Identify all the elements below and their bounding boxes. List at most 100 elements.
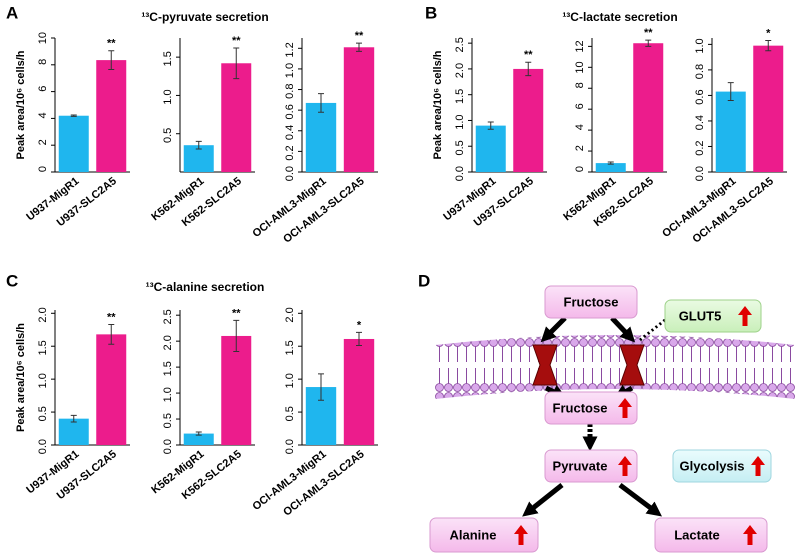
bar xyxy=(305,102,337,172)
y-tick-label: 8 xyxy=(574,82,586,88)
y-tick-label: 10 xyxy=(574,61,586,73)
bar xyxy=(753,45,784,172)
error-bar xyxy=(645,39,652,47)
bar xyxy=(513,68,544,172)
bar xyxy=(715,91,746,172)
y-tick-label: 6 xyxy=(574,103,586,109)
node-box xyxy=(544,285,638,319)
error-bar xyxy=(765,40,772,52)
y-tick-label: 1.0 xyxy=(284,373,296,388)
node-label: Fructose xyxy=(564,294,619,309)
y-tick-label: 1.0 xyxy=(454,114,466,129)
significance: ** xyxy=(232,307,241,319)
bar xyxy=(221,335,252,445)
significance: ** xyxy=(107,311,116,323)
bar xyxy=(183,433,214,445)
bar xyxy=(221,63,252,172)
y-tick-label: 8 xyxy=(37,59,49,65)
node-box xyxy=(672,449,772,483)
error-bar xyxy=(195,140,202,150)
y-tick-label: 6 xyxy=(37,86,49,92)
error-bar xyxy=(108,50,115,70)
bar xyxy=(58,418,89,445)
bar xyxy=(58,115,89,172)
significance: ** xyxy=(107,38,116,50)
y-tick-label: 4 xyxy=(37,112,49,118)
y-axis-label: Peak area/10⁶ cells/h xyxy=(432,50,444,159)
node-box xyxy=(544,449,638,483)
y-tick-label: 2.0 xyxy=(284,307,296,322)
y-tick-label: 0.8 xyxy=(284,84,296,99)
y-tick-label: 0.5 xyxy=(162,128,174,143)
y-tick-label: 0.4 xyxy=(694,115,706,130)
error-bar xyxy=(356,331,362,347)
error-bar xyxy=(356,42,362,52)
node-box xyxy=(654,517,768,553)
node-label: Pyruvate xyxy=(553,458,608,473)
y-tick-label: 12 xyxy=(574,40,586,52)
node-label: GLUT5 xyxy=(679,308,722,323)
arrow xyxy=(610,316,636,343)
y-tick-label: 1.5 xyxy=(454,89,466,104)
y-tick-label: 2 xyxy=(574,145,586,151)
panel-label: B xyxy=(425,3,437,22)
y-tick-label: 2.0 xyxy=(162,335,174,350)
error-bar xyxy=(487,121,494,130)
y-tick-label: 0.0 xyxy=(37,439,49,454)
error-bar xyxy=(233,319,240,353)
y-tick-label: 0.5 xyxy=(162,413,174,428)
y-tick-label: 2.0 xyxy=(37,307,49,322)
node-box xyxy=(429,517,539,553)
y-tick-label: 0.0 xyxy=(454,166,466,181)
node-label: Alanine xyxy=(450,527,497,542)
panel-title: ¹³C-lactate secretion xyxy=(562,10,677,24)
panel-label: A xyxy=(6,3,18,22)
bar xyxy=(183,145,214,172)
diagram: Fructose GLUT5 Fructose Pyruvate Glycoly… xyxy=(429,285,795,553)
y-tick-label: 1.5 xyxy=(37,340,49,355)
node-label: Lactate xyxy=(674,527,720,542)
node-box xyxy=(664,299,762,333)
panel-title: ¹³C-alanine secretion xyxy=(146,280,265,294)
significance: * xyxy=(357,319,362,331)
y-tick-label: 1.5 xyxy=(162,361,174,376)
y-tick-label: 0.6 xyxy=(694,89,706,104)
y-tick-label: 4 xyxy=(574,124,586,130)
y-tick-label: 0.5 xyxy=(37,406,49,421)
y-tick-label: 0 xyxy=(37,166,49,172)
y-tick-label: 0.0 xyxy=(284,439,296,454)
y-tick-label: 0 xyxy=(574,166,586,172)
bar xyxy=(96,334,127,445)
y-tick-label: 0.6 xyxy=(284,104,296,119)
error-bar xyxy=(318,93,324,113)
bar xyxy=(343,47,375,172)
dotted-link xyxy=(639,318,666,342)
y-tick-label: 0.0 xyxy=(284,166,296,181)
y-tick-label: 2.5 xyxy=(162,309,174,324)
y-tick-label: 2.5 xyxy=(454,37,466,52)
y-axis-label: Peak area/10⁶ cells/h xyxy=(15,50,27,159)
error-bar xyxy=(70,414,77,423)
y-tick-label: 0.2 xyxy=(694,140,706,155)
node-label: Glycolysis xyxy=(679,458,744,473)
y-tick-label: 0.0 xyxy=(694,166,706,181)
error-bar xyxy=(70,114,77,117)
bar xyxy=(475,125,506,172)
y-tick-label: 0.2 xyxy=(284,145,296,160)
y-tick-label: 2 xyxy=(37,139,49,145)
significance: ** xyxy=(524,49,533,61)
arrow xyxy=(522,483,564,517)
arrow xyxy=(618,483,662,517)
y-tick-label: 0.4 xyxy=(284,125,296,140)
membrane xyxy=(435,335,795,399)
bar xyxy=(633,43,664,172)
y-tick-label: 1.0 xyxy=(284,63,296,78)
panel-label: D xyxy=(418,271,430,290)
error-bar xyxy=(195,431,202,436)
significance: ** xyxy=(355,30,364,42)
y-tick-label: 2.0 xyxy=(454,63,466,78)
error-bar xyxy=(108,323,115,345)
significance: ** xyxy=(644,27,653,39)
transporter xyxy=(619,344,645,386)
